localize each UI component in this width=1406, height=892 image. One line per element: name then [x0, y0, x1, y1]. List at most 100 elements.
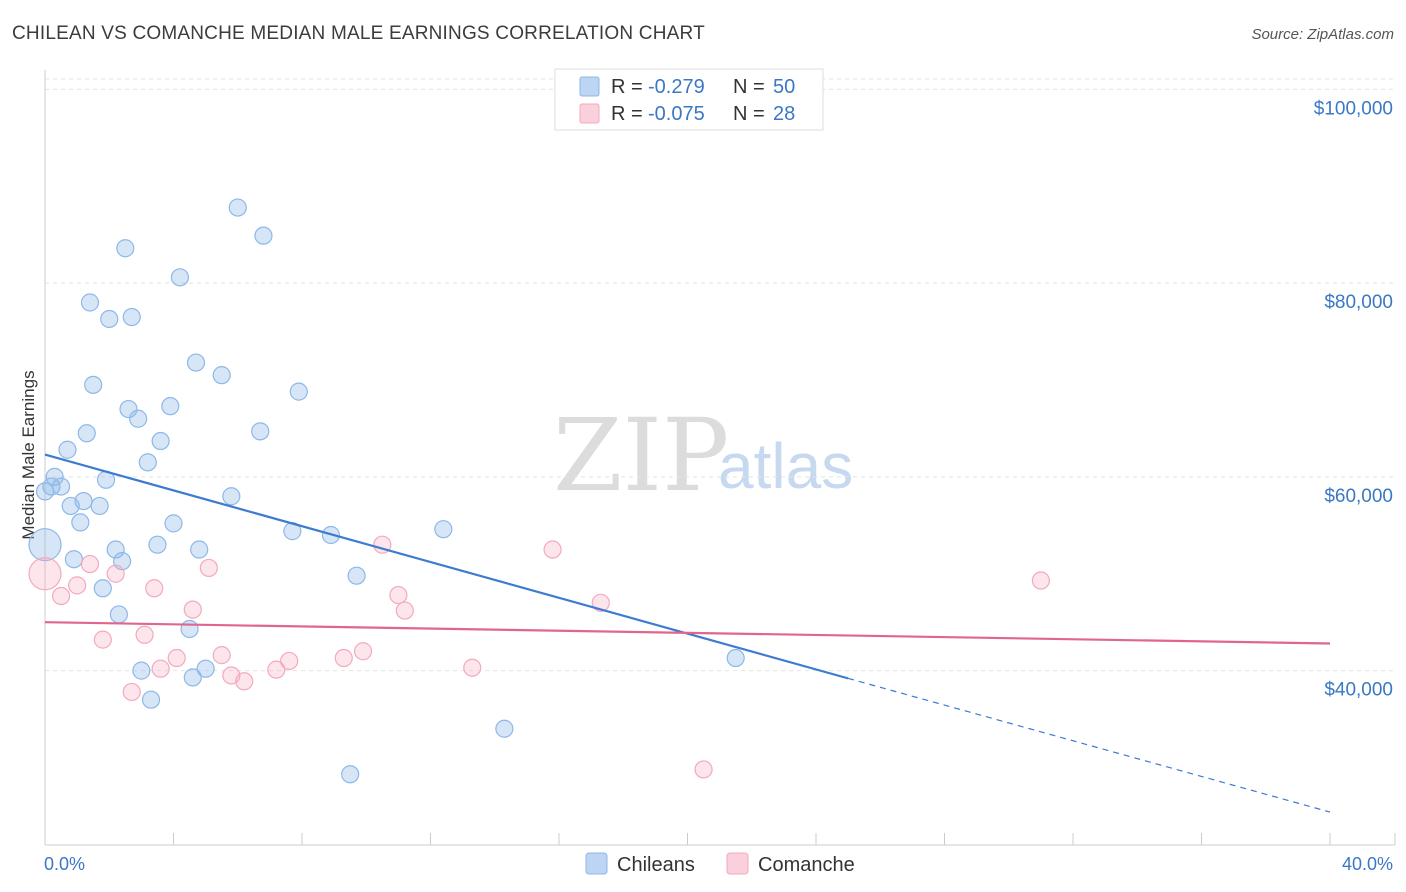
series-legend-swatch-chileans	[585, 852, 608, 875]
trend-lines	[44, 453, 1331, 813]
x-tick-label-min: 0.0%	[44, 854, 85, 874]
comanche-point	[51, 586, 71, 606]
chileans-point	[148, 535, 167, 554]
chileans-point	[77, 424, 96, 443]
comanche-trend-line	[44, 621, 1331, 645]
series-legend-label-chileans: Chileans	[617, 854, 695, 876]
legend-r-value-chileans: -0.279	[648, 76, 705, 98]
chileans-point	[132, 661, 151, 680]
comanche-point	[389, 585, 408, 605]
series-legend-label-comanche: Comanche	[758, 854, 855, 876]
legend-n-value-chileans: 50	[773, 76, 795, 98]
x-axis-ticks	[44, 833, 1396, 845]
series-chileans-points	[28, 198, 745, 784]
chileans-point	[45, 467, 64, 486]
chileans-point	[170, 268, 190, 287]
chileans-point	[90, 496, 109, 516]
chileans-point	[80, 293, 100, 312]
chileans-point	[254, 226, 273, 245]
comanche-point	[183, 600, 202, 619]
y-tick-label: $40,000	[1324, 680, 1393, 701]
legend-swatch-chileans	[579, 76, 600, 97]
comanche-point	[235, 672, 254, 691]
chileans-point	[222, 487, 241, 506]
legend-n-value-comanche: 28	[773, 103, 795, 125]
chileans-point	[228, 198, 247, 217]
stats-legend: R = -0.279 N = 50 R = -0.075 N = 28	[554, 68, 824, 131]
series-legend-swatch-comanche	[726, 852, 749, 875]
chileans-point	[84, 375, 103, 394]
comanche-point	[334, 648, 353, 668]
chileans-point	[28, 528, 62, 562]
chileans-point	[196, 659, 215, 678]
chileans-point	[58, 440, 77, 459]
chileans-point	[116, 239, 135, 258]
comanche-point	[267, 660, 286, 679]
chileans-point	[93, 579, 112, 598]
chileans-point	[138, 453, 157, 472]
comanche-point	[122, 682, 141, 702]
chileans-point	[141, 690, 161, 709]
legend-swatch-comanche	[579, 103, 600, 124]
chileans-point	[186, 353, 206, 372]
chileans-point	[190, 540, 209, 559]
chileans-point	[251, 422, 270, 441]
comanche-point	[280, 651, 299, 671]
stats-legend-frame	[554, 68, 824, 131]
chileans-point	[71, 513, 90, 532]
chileans-point	[347, 566, 366, 585]
chileans-point	[129, 409, 148, 428]
comanche-point	[167, 648, 186, 668]
comanche-point	[28, 557, 62, 591]
gridlines	[45, 78, 1395, 672]
chileans-trend-extrapolation	[847, 677, 1331, 813]
chileans-point	[183, 668, 202, 687]
chileans-point	[341, 765, 360, 784]
series-legend: Chileans Comanche	[585, 852, 855, 876]
comanche-point	[80, 554, 100, 574]
comanche-point	[395, 601, 414, 620]
chileans-point	[180, 619, 199, 639]
comanche-point	[591, 593, 610, 612]
chileans-point	[212, 366, 231, 385]
legend-r-label-comanche: R =	[611, 103, 643, 125]
watermark: ZIP atlas	[553, 397, 853, 514]
legend-r-value-comanche: -0.075	[648, 103, 705, 125]
comanche-point	[151, 659, 170, 678]
chileans-point	[64, 550, 84, 569]
chileans-point	[151, 431, 170, 451]
chileans-point	[164, 514, 183, 533]
x-tick-label-max: 40.0%	[1342, 854, 1393, 874]
y-tick-label: $100,000	[1314, 98, 1393, 119]
comanche-point	[353, 642, 373, 661]
series-comanche-points	[28, 535, 1050, 779]
watermark-atlas: atlas	[718, 430, 853, 502]
chileans-point	[35, 482, 55, 501]
legend-r-label-chileans: R =	[611, 76, 643, 98]
chileans-point	[434, 520, 453, 539]
chileans-point	[119, 399, 138, 419]
chileans-point	[74, 491, 93, 511]
chileans-point	[726, 648, 745, 668]
chileans-point	[495, 719, 514, 738]
comanche-point	[106, 564, 125, 583]
comanche-point	[694, 760, 713, 779]
comanche-point	[93, 630, 112, 649]
comanche-point	[463, 658, 482, 677]
chileans-point	[122, 307, 141, 327]
y-tick-label: $60,000	[1324, 486, 1393, 507]
comanche-point	[212, 646, 231, 665]
comanche-point	[199, 558, 218, 578]
chileans-point	[100, 309, 119, 329]
watermark-zip: ZIP	[553, 397, 729, 514]
comanche-point	[543, 540, 562, 559]
legend-n-label-chileans: N =	[733, 76, 765, 98]
chart-title: CHILEAN VS COMANCHE MEDIAN MALE EARNINGS…	[12, 23, 705, 44]
chileans-point	[109, 605, 128, 624]
y-axis-label: Median Male Earnings	[19, 370, 38, 539]
chileans-point	[51, 477, 71, 496]
comanche-point	[68, 576, 87, 595]
chileans-point	[161, 397, 180, 416]
chart-source: Source: ZipAtlas.com	[1251, 26, 1394, 43]
